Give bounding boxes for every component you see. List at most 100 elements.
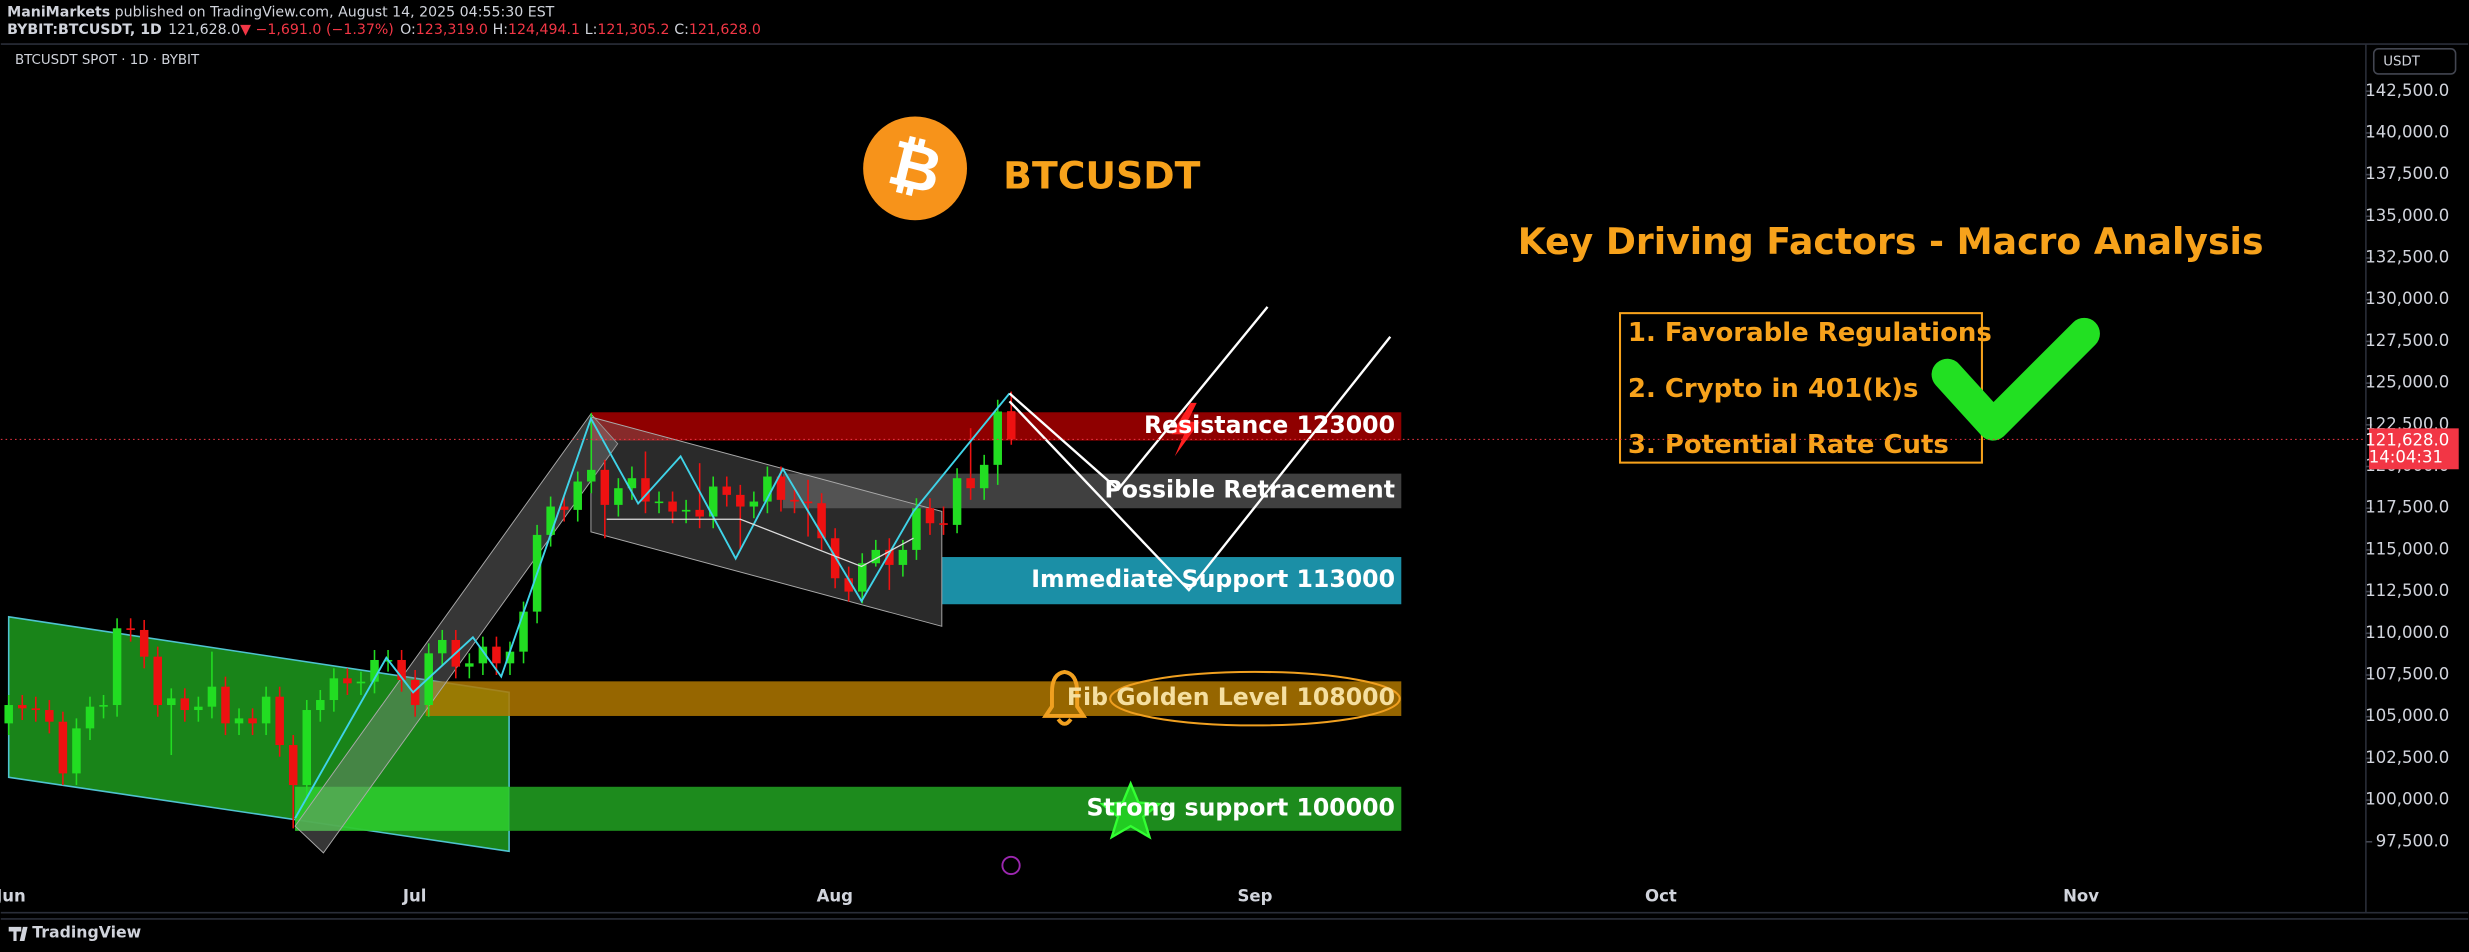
candle-body <box>546 506 555 535</box>
high-label: H: <box>493 22 508 38</box>
open: 123,319.0 <box>416 22 488 38</box>
candle-body <box>139 629 149 657</box>
candle-body <box>505 651 515 664</box>
low: 121,305.2 <box>597 22 669 38</box>
x-tick-label: Nov <box>2063 886 2099 905</box>
candle-body <box>587 469 596 482</box>
candle-body <box>153 656 162 706</box>
candle-body <box>966 478 975 489</box>
candle-body <box>194 706 203 711</box>
y-tick-label: 140,000.0 <box>2365 122 2449 141</box>
x-tick-label: Jun <box>0 886 26 905</box>
zone-label: Fib Golden Level 108000 <box>1067 683 1395 711</box>
candle-body <box>885 549 894 565</box>
fib-band <box>425 681 1402 716</box>
candle-body <box>99 705 108 707</box>
close: 121,628.0 <box>689 22 761 38</box>
candle-body <box>939 523 948 525</box>
y-tick-label: 125,000.0 <box>2365 373 2449 392</box>
candle-body <box>302 710 312 786</box>
candle-body <box>126 628 135 630</box>
candle-body <box>275 696 284 746</box>
y-tick-label: 130,000.0 <box>2365 289 2449 308</box>
currency-box[interactable] <box>2372 47 2457 75</box>
candle-body <box>112 628 122 706</box>
y-tick-label: 115,000.0 <box>2365 539 2449 558</box>
candle-body <box>641 478 650 502</box>
x-tick-label: Aug <box>817 886 853 905</box>
y-tick-label: 135,000.0 <box>2365 206 2449 225</box>
candle-body <box>763 476 772 502</box>
lightning-icon <box>1171 402 1200 457</box>
y-tick-label: 112,500.0 <box>2365 581 2449 600</box>
candle-body <box>85 706 95 729</box>
y-tick-label: 107,500.0 <box>2365 664 2449 683</box>
candle-body <box>708 486 718 517</box>
factor: 1. Favorable Regulations <box>1628 318 1992 348</box>
candle-body <box>248 718 257 724</box>
candle-body <box>925 508 935 524</box>
candle-body <box>749 501 759 507</box>
y-tick-label: 97,500.0 <box>2376 831 2450 850</box>
brand-logo <box>8 926 28 941</box>
strong-support-overlap <box>295 786 510 831</box>
candle-body <box>736 494 745 507</box>
candle-body <box>437 639 447 654</box>
candle-body <box>31 708 41 711</box>
candle-body <box>803 501 813 504</box>
subtitle: Key Driving Factors - Macro Analysis <box>1518 220 2264 263</box>
candle-body <box>776 476 786 500</box>
header-line-2: BYBIT:BTCUSDT, 1D 121,628.0▼ −1,691.0 (−1… <box>7 22 761 38</box>
y-tick-label: 117,500.0 <box>2365 498 2449 517</box>
candle-body <box>600 469 610 505</box>
y-tick-label: 132,500.0 <box>2365 248 2449 267</box>
y-tick-label: 127,500.0 <box>2365 331 2449 350</box>
candle-body <box>627 478 637 489</box>
candle-body <box>857 563 867 592</box>
candle-body <box>316 700 325 711</box>
checkmark <box>1931 317 2100 441</box>
x-tick-label: Jul <box>402 886 427 905</box>
y-tick-label: 137,500.0 <box>2365 164 2449 183</box>
publisher: ManiMarkets <box>7 5 110 21</box>
candle-body <box>18 705 27 709</box>
close-label: C: <box>674 22 689 38</box>
star-icon <box>1099 780 1163 840</box>
candle-body <box>207 686 217 707</box>
y-tick-label: 105,000.0 <box>2365 706 2449 725</box>
event-icon <box>1001 855 1021 876</box>
factor: 2. Crypto in 401(k)s <box>1628 374 1919 404</box>
title: BTCUSDT <box>1003 153 1200 197</box>
symbol: BYBIT:BTCUSDT, 1D <box>7 22 162 38</box>
falling-channel <box>590 416 943 627</box>
candle-body <box>654 501 664 504</box>
price: 121,628.0 <box>168 22 240 38</box>
candle-body <box>58 721 68 774</box>
low-label: L: <box>585 22 598 38</box>
candle-body <box>180 698 190 711</box>
candle-body <box>329 678 339 701</box>
candle-body <box>817 503 826 539</box>
candle-body <box>1007 411 1016 440</box>
candle-body <box>993 411 1002 465</box>
zone-label: Strong support 100000 <box>1087 793 1395 821</box>
axis: 97,500.0 100,000.0 102,500.0 105,000.0 107,5… <box>0 81 2459 905</box>
candle-body <box>45 710 54 722</box>
y-tick-label: 100,000.0 <box>2365 790 2449 809</box>
y-tick-label: 110,000.0 <box>2365 623 2449 642</box>
candle-body <box>519 611 528 652</box>
last-price-label: 121,628.0 <box>2365 430 2449 449</box>
candle-body <box>871 549 881 564</box>
projection-2 <box>1008 336 1392 592</box>
factor: 3. Potential Rate Cuts <box>1628 430 1949 460</box>
y-tick-label: 142,500.0 <box>2365 81 2449 100</box>
candle-body <box>221 686 230 724</box>
zone-label: Possible Retracement <box>1104 475 1395 503</box>
candle-body <box>898 549 908 565</box>
bitcoin-logo <box>863 116 967 221</box>
candle-body <box>410 680 420 706</box>
candle-body <box>72 728 81 774</box>
candle-body <box>668 501 677 512</box>
fib-ellipse <box>1109 670 1401 727</box>
